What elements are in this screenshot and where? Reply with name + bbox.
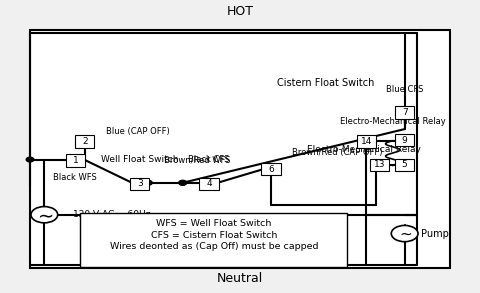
FancyBboxPatch shape [80,213,348,267]
Text: CFS = Cistern Float Switch: CFS = Cistern Float Switch [151,231,277,239]
Text: Black WFS: Black WFS [53,173,97,182]
Text: 7: 7 [402,108,408,117]
Text: HOT: HOT [227,5,253,18]
Circle shape [26,157,34,162]
FancyBboxPatch shape [395,106,414,119]
Text: 13: 13 [374,160,385,169]
FancyBboxPatch shape [395,134,414,146]
FancyBboxPatch shape [66,154,85,166]
Text: 2: 2 [82,137,88,146]
Text: 6: 6 [268,165,274,174]
Text: Cistern Float Switch: Cistern Float Switch [277,78,374,88]
Text: Well Float Switch: Well Float Switch [101,155,179,164]
Text: 14: 14 [361,137,372,146]
Text: Electro-Mechanical Relay: Electro-Mechanical Relay [340,117,445,126]
FancyBboxPatch shape [370,159,389,171]
Text: Wires deonted as (Cap Off) must be capped: Wires deonted as (Cap Off) must be cappe… [109,242,318,251]
Circle shape [391,225,418,242]
Text: 9: 9 [402,136,408,145]
Circle shape [144,180,152,185]
FancyBboxPatch shape [199,178,218,190]
Text: $\sim$: $\sim$ [34,205,54,224]
FancyBboxPatch shape [130,178,149,190]
Text: Blue CFS: Blue CFS [386,85,423,94]
Text: 1: 1 [72,156,78,165]
Text: 3: 3 [137,179,143,188]
FancyBboxPatch shape [75,135,95,148]
Text: $\sim$: $\sim$ [396,226,413,241]
Text: 4: 4 [206,179,212,188]
Text: Blue (CAP OFF): Blue (CAP OFF) [107,127,170,137]
Circle shape [179,180,187,185]
Text: Black CFS: Black CFS [188,155,229,164]
FancyBboxPatch shape [30,30,450,268]
Text: Pump: Pump [421,229,449,239]
Text: WFS = Well Float Switch: WFS = Well Float Switch [156,219,272,228]
FancyBboxPatch shape [357,135,376,148]
Circle shape [31,207,58,223]
Text: Brown/Red WFS: Brown/Red WFS [164,155,230,164]
Text: 120 V AC = 60Hz: 120 V AC = 60Hz [73,210,150,219]
Text: 5: 5 [402,160,408,169]
FancyBboxPatch shape [262,163,281,175]
FancyBboxPatch shape [395,159,414,171]
Text: Brown/Red (CAP OFF): Brown/Red (CAP OFF) [292,148,383,157]
Text: Electro-Mechanical Relay: Electro-Mechanical Relay [307,145,421,154]
Text: Neutral: Neutral [217,272,263,285]
Circle shape [179,180,187,185]
